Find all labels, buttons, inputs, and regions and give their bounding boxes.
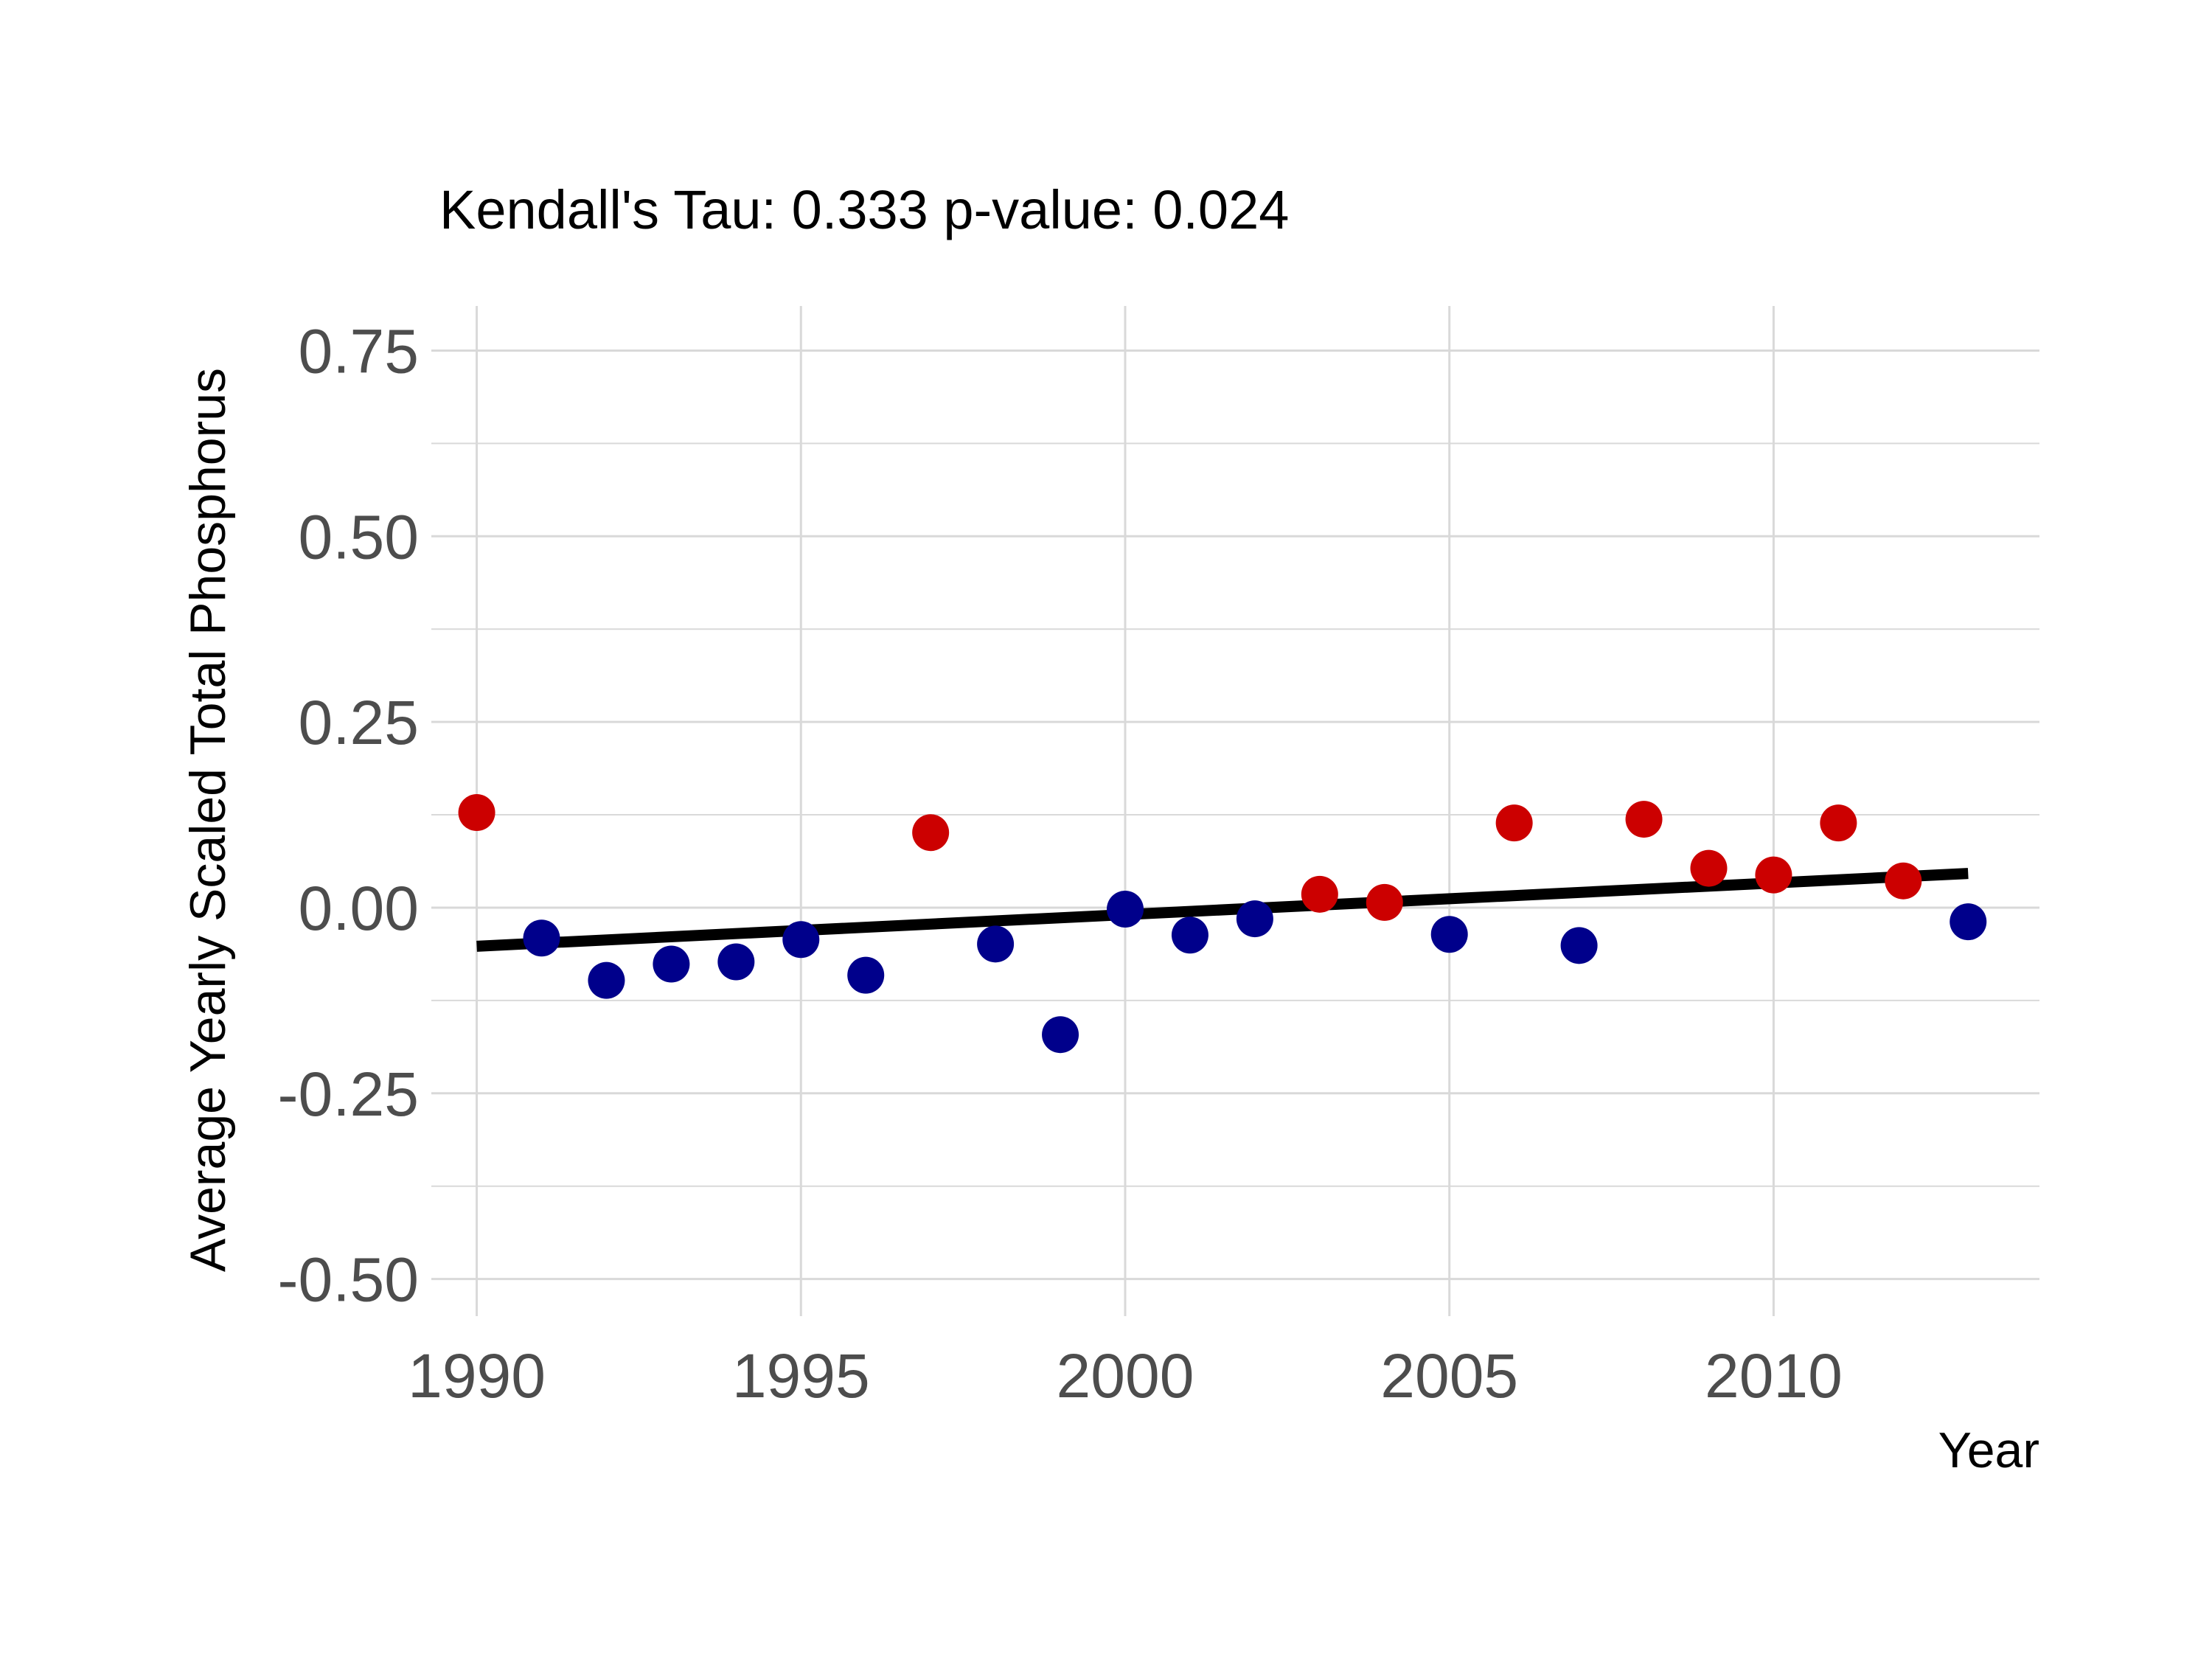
data-point: [847, 956, 885, 994]
data-point: [1042, 1016, 1079, 1054]
x-tick-label: 1990: [408, 1341, 546, 1411]
data-point: [1171, 917, 1208, 954]
data-point: [1885, 862, 1922, 900]
data-point: [588, 961, 625, 999]
y-axis-title: Average Yearly Scaled Total Phosphorus: [180, 368, 236, 1272]
data-point: [1301, 875, 1338, 913]
data-point: [782, 921, 820, 959]
data-point: [523, 919, 560, 957]
data-point: [1495, 804, 1533, 842]
data-point: [717, 943, 755, 981]
y-tick-label: -0.50: [278, 1245, 419, 1315]
chart-title: Kendall's Tau: 0.333 p-value: 0.024: [439, 179, 1289, 240]
x-axis-title: Year: [1938, 1422, 2039, 1478]
y-axis-ticks: -0.50 -0.25 0.00 0.25 0.50 0.75: [278, 316, 419, 1314]
x-tick-label: 1995: [732, 1341, 870, 1411]
y-tick-label: 0.25: [299, 688, 420, 757]
grid: [431, 306, 2039, 1316]
data-point: [1690, 849, 1728, 887]
trend-line: [476, 868, 1969, 952]
data-point: [1625, 801, 1663, 838]
data-point: [1820, 804, 1857, 842]
data-point: [1366, 883, 1403, 921]
x-tick-label: 2010: [1705, 1341, 1843, 1411]
data-point: [1430, 916, 1468, 953]
data-point: [912, 814, 950, 852]
y-tick-label: 0.00: [299, 874, 420, 943]
data-point: [977, 925, 1015, 963]
data-point: [1755, 856, 1792, 894]
data-point: [1560, 927, 1598, 964]
y-tick-label: 0.50: [299, 502, 420, 571]
y-tick-label: -0.25: [278, 1060, 419, 1129]
data-point: [653, 945, 690, 983]
data-point: [1950, 903, 1987, 941]
x-tick-label: 2005: [1380, 1341, 1518, 1411]
x-tick-label: 2000: [1057, 1341, 1194, 1411]
data-point: [1106, 890, 1144, 928]
data-points: [458, 794, 1987, 1054]
y-tick-label: 0.75: [299, 316, 420, 386]
x-axis-ticks: 1990 1995 2000 2005 2010: [408, 1341, 1843, 1411]
data-point: [1236, 900, 1273, 938]
data-point: [458, 794, 495, 832]
